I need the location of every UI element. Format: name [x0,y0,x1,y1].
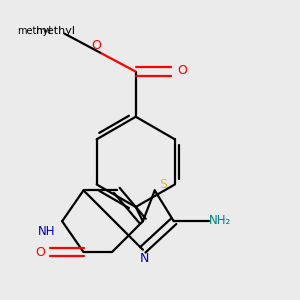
Text: NH: NH [38,225,56,238]
Text: methyl: methyl [17,26,51,36]
Text: O: O [35,246,45,259]
Text: O: O [177,64,187,77]
Text: NH₂: NH₂ [209,214,231,227]
Text: O: O [92,39,101,52]
Text: N: N [140,252,149,265]
Text: S: S [159,178,167,191]
Text: methyl: methyl [37,26,76,36]
